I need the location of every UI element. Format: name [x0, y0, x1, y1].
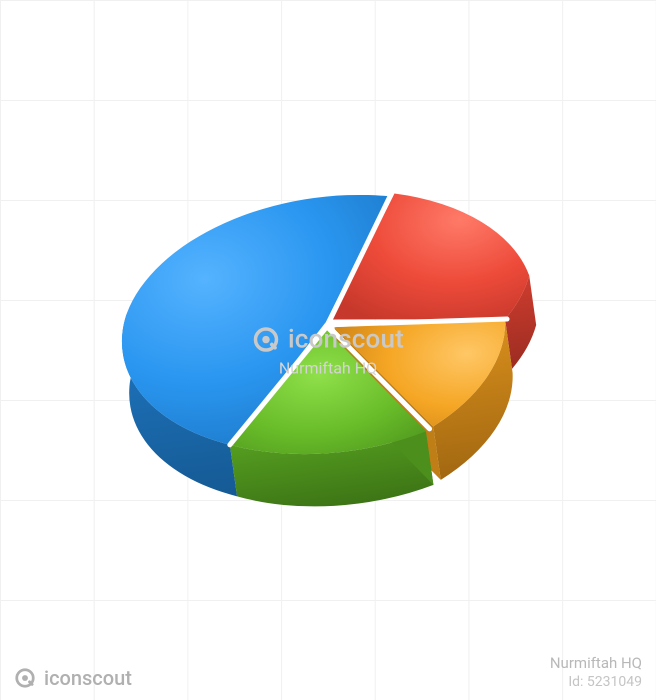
footer-author: Nurmiftah HQ: [550, 654, 642, 672]
footer-brand: iconscout: [14, 666, 132, 690]
pie-chart-3d: [68, 76, 588, 596]
iconscout-logo-icon: [14, 667, 36, 689]
footer-id: Id: 5231049: [568, 674, 642, 690]
footer: iconscout Nurmiftah HQ Id: 5231049: [0, 654, 656, 690]
footer-brand-text: iconscout: [44, 666, 132, 690]
